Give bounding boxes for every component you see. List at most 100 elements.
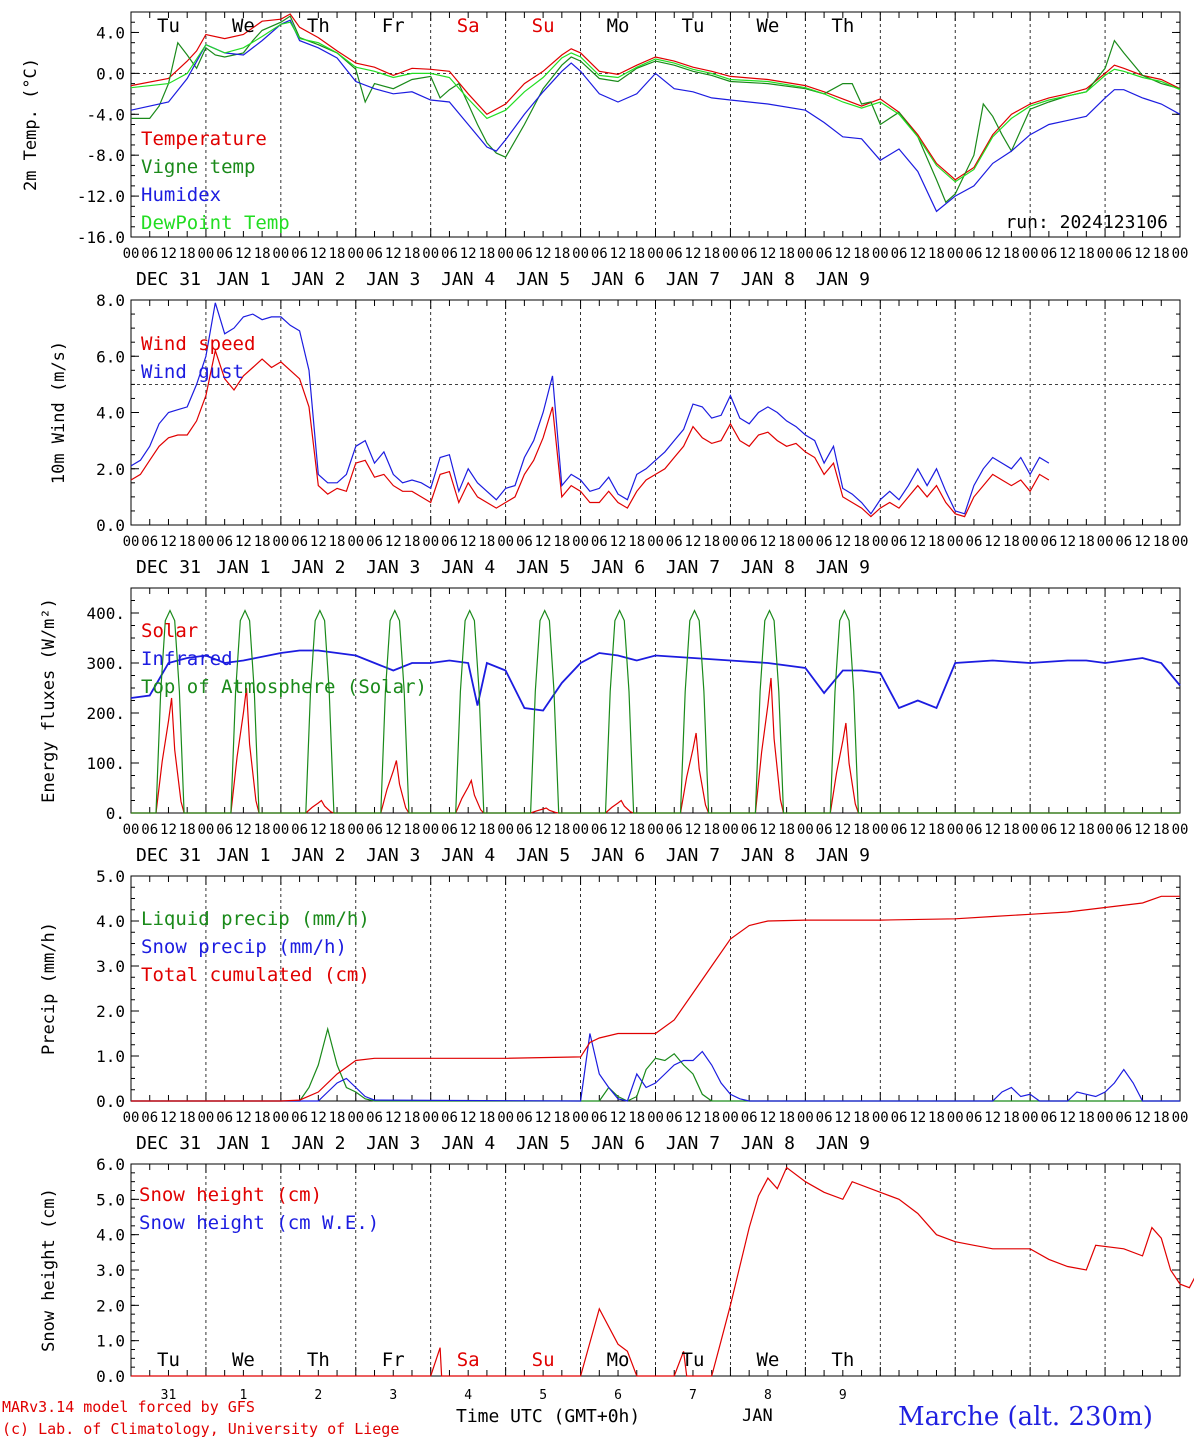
weekday-label: Su bbox=[532, 15, 555, 37]
hour-tick-label: 12 bbox=[984, 246, 1001, 262]
date-label: JAN 7 bbox=[666, 269, 720, 290]
hour-tick-label: 00 bbox=[1172, 246, 1189, 262]
hour-tick-label: 06 bbox=[291, 822, 308, 838]
date-label: DEC 31 bbox=[136, 1133, 201, 1154]
series-line-liquid-precip-mm-h- bbox=[131, 1026, 1180, 1102]
hour-tick-label: 18 bbox=[628, 1110, 645, 1126]
date-label: JAN 2 bbox=[291, 557, 345, 578]
hour-tick-label: 12 bbox=[1059, 246, 1076, 262]
hour-tick-label: 06 bbox=[741, 822, 758, 838]
hour-tick-label: 18 bbox=[254, 534, 271, 550]
hour-tick-label: 12 bbox=[685, 534, 702, 550]
hour-tick-label: 00 bbox=[797, 822, 814, 838]
weekday-label: Tu bbox=[157, 15, 180, 37]
hour-tick-label: 06 bbox=[1115, 534, 1132, 550]
weekday-label-bottom: We bbox=[756, 1349, 779, 1371]
hour-tick-label: 06 bbox=[1040, 822, 1057, 838]
y-tick-label: 3.0 bbox=[96, 1261, 125, 1280]
hour-tick-label: 12 bbox=[759, 1110, 776, 1126]
hour-tick-label: 06 bbox=[291, 246, 308, 262]
hour-tick-label: 18 bbox=[478, 534, 495, 550]
hour-tick-label: 18 bbox=[1078, 1110, 1095, 1126]
hour-tick-label: 06 bbox=[966, 534, 983, 550]
hour-tick-label: 18 bbox=[553, 1110, 570, 1126]
y-tick-label: 0. bbox=[106, 804, 125, 823]
date-label: JAN 1 bbox=[216, 557, 270, 578]
hour-tick-label: 06 bbox=[441, 534, 458, 550]
hour-tick-label: 18 bbox=[853, 246, 870, 262]
hour-tick-label: 00 bbox=[947, 822, 964, 838]
hour-tick-label: 12 bbox=[1059, 534, 1076, 550]
hour-tick-label: 12 bbox=[235, 822, 252, 838]
hour-tick-label: 12 bbox=[759, 246, 776, 262]
date-label: JAN 1 bbox=[216, 269, 270, 290]
hour-tick-label: 18 bbox=[179, 1110, 196, 1126]
weekday-label: Fr bbox=[382, 15, 405, 37]
hour-tick-label: 00 bbox=[422, 822, 439, 838]
date-label: JAN 6 bbox=[591, 1133, 645, 1154]
legend-entry: Humidex bbox=[141, 184, 221, 206]
hour-tick-label: 18 bbox=[778, 822, 795, 838]
legend-entry: Wind gust bbox=[141, 361, 244, 383]
legend-entry: Temperature bbox=[141, 128, 267, 150]
hour-tick-label: 06 bbox=[366, 1110, 383, 1126]
date-label: JAN 8 bbox=[741, 1133, 795, 1154]
date-label: JAN 2 bbox=[291, 1133, 345, 1154]
hour-tick-label: 12 bbox=[160, 534, 177, 550]
weekday-label-bottom: We bbox=[232, 1349, 255, 1371]
hour-tick-label: 00 bbox=[497, 246, 514, 262]
hour-tick-label: 06 bbox=[366, 534, 383, 550]
hour-tick-label: 00 bbox=[123, 1110, 140, 1126]
hour-tick-label: 00 bbox=[1022, 246, 1039, 262]
hour-tick-label: 12 bbox=[1134, 246, 1151, 262]
y-tick-label: 5.0 bbox=[96, 1190, 125, 1209]
hour-tick-label: 06 bbox=[966, 822, 983, 838]
hour-tick-label: 18 bbox=[329, 534, 346, 550]
hour-tick-label: 18 bbox=[1153, 534, 1170, 550]
hour-tick-label: 00 bbox=[197, 246, 214, 262]
hour-tick-label: 12 bbox=[460, 822, 477, 838]
lab-credit-line: (c) Lab. of Climatology, University of L… bbox=[2, 1420, 400, 1438]
hour-tick-label: 12 bbox=[460, 1110, 477, 1126]
hour-tick-label: 18 bbox=[254, 822, 271, 838]
hour-tick-label: 12 bbox=[685, 246, 702, 262]
hour-tick-label: 18 bbox=[1003, 822, 1020, 838]
hour-tick-label: 00 bbox=[797, 1110, 814, 1126]
hour-tick-label: 06 bbox=[666, 246, 683, 262]
y-tick-label: 0.0 bbox=[96, 1367, 125, 1386]
hour-tick-label: 06 bbox=[216, 246, 233, 262]
hour-tick-label: 00 bbox=[947, 246, 964, 262]
series-line-snow-height-cm- bbox=[131, 1166, 1194, 1377]
y-axis-label: 2m Temp. (°C) bbox=[21, 58, 41, 191]
series-line-top-of-atmosphere-solar- bbox=[131, 609, 1180, 814]
hour-tick-label: 18 bbox=[628, 534, 645, 550]
weekday-label: We bbox=[756, 15, 779, 37]
hour-tick-label: 06 bbox=[966, 1110, 983, 1126]
hour-tick-label: 12 bbox=[535, 822, 552, 838]
hour-tick-label: 00 bbox=[572, 534, 589, 550]
hour-tick-label: 12 bbox=[235, 246, 252, 262]
hour-tick-label: 18 bbox=[553, 534, 570, 550]
hour-tick-label: 12 bbox=[834, 822, 851, 838]
hour-tick-label: 12 bbox=[310, 534, 327, 550]
hour-tick-label: 12 bbox=[685, 822, 702, 838]
hour-tick-label: 12 bbox=[310, 246, 327, 262]
hour-tick-label: 18 bbox=[329, 246, 346, 262]
hour-tick-label: 00 bbox=[722, 534, 739, 550]
date-label: DEC 31 bbox=[136, 845, 201, 866]
hour-tick-label: 06 bbox=[366, 246, 383, 262]
weekday-label-bottom: Th bbox=[307, 1349, 330, 1371]
hour-tick-label: 18 bbox=[928, 534, 945, 550]
weekday-label-bottom: Fr bbox=[382, 1349, 405, 1371]
hour-tick-label: 12 bbox=[610, 822, 627, 838]
hour-tick-label: 12 bbox=[1134, 534, 1151, 550]
hour-tick-label: 00 bbox=[872, 1110, 889, 1126]
hour-tick-label: 00 bbox=[272, 822, 289, 838]
date-label: JAN 9 bbox=[816, 269, 870, 290]
hour-tick-label: 18 bbox=[329, 1110, 346, 1126]
hour-tick-label: 06 bbox=[441, 246, 458, 262]
hour-tick-label: 12 bbox=[984, 534, 1001, 550]
hour-tick-label: 06 bbox=[591, 1110, 608, 1126]
weekday-label-bottom: Sa bbox=[457, 1349, 480, 1371]
